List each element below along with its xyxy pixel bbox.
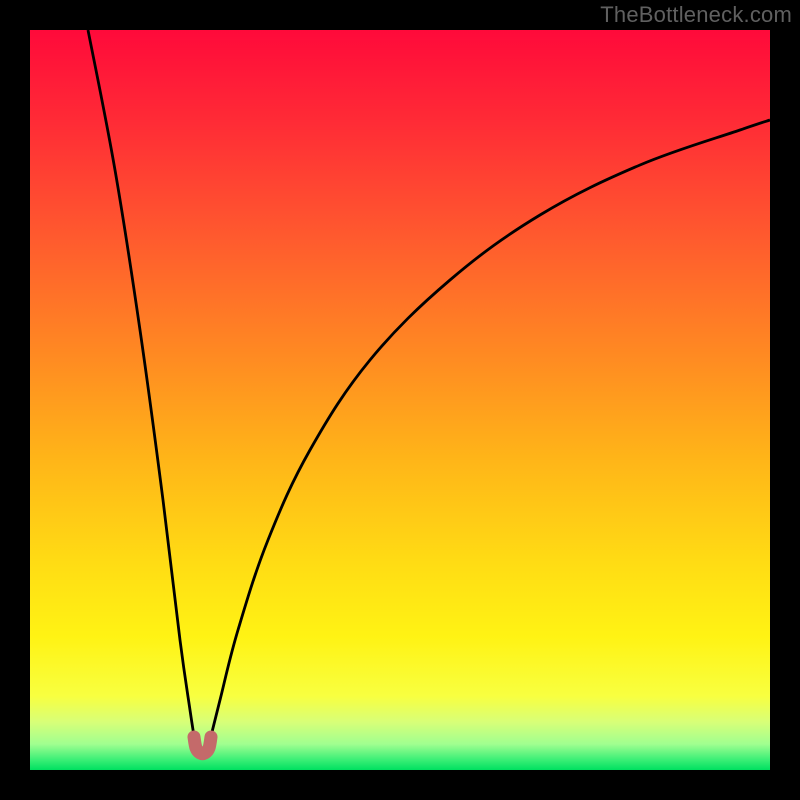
watermark-text: TheBottleneck.com (600, 2, 792, 28)
bottleneck-chart (0, 0, 800, 800)
chart-container: TheBottleneck.com (0, 0, 800, 800)
plot-background (30, 30, 770, 770)
